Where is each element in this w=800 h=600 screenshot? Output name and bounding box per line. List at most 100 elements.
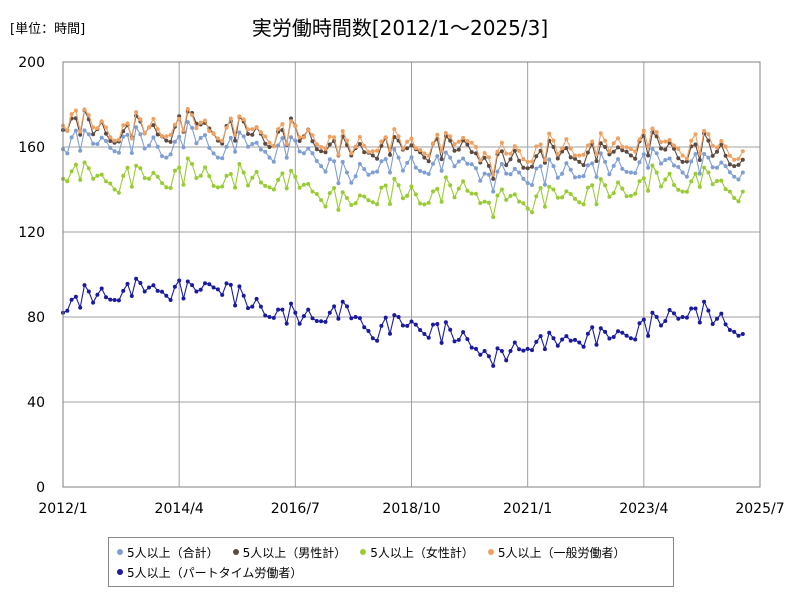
data-point: [370, 200, 375, 205]
data-point: [409, 184, 414, 189]
data-point: [379, 139, 384, 144]
data-point: [564, 334, 569, 339]
data-point: [719, 311, 724, 316]
data-point: [581, 344, 586, 349]
data-point: [332, 304, 337, 309]
data-point: [168, 152, 173, 157]
data-point: [633, 149, 638, 154]
data-point: [289, 119, 293, 124]
data-point: [727, 170, 732, 175]
data-point: [564, 137, 569, 142]
data-point: [650, 163, 655, 168]
data-point: [525, 206, 530, 211]
data-point: [663, 158, 668, 162]
data-point: [474, 191, 478, 196]
data-point: [267, 155, 272, 160]
data-point: [353, 174, 358, 179]
data-point: [160, 289, 164, 294]
data-point: [491, 215, 496, 220]
data-point: [641, 152, 646, 157]
data-point: [431, 141, 435, 146]
data-point: [590, 161, 595, 166]
data-point: [740, 149, 745, 154]
data-point: [654, 315, 659, 319]
data-point: [616, 157, 620, 162]
data-point: [719, 139, 724, 143]
data-point: [263, 183, 268, 188]
data-point: [603, 159, 608, 164]
data-point: [215, 185, 220, 190]
data-point: [469, 162, 474, 167]
data-point: [319, 164, 324, 169]
data-point: [121, 173, 126, 178]
data-point: [276, 127, 281, 132]
data-point: [624, 194, 629, 199]
data-point: [439, 157, 444, 162]
data-point: [306, 128, 311, 132]
data-point: [147, 143, 151, 148]
x-tick-label: 2014/4: [155, 501, 204, 517]
data-point: [448, 327, 453, 332]
data-point: [530, 210, 534, 215]
data-point: [400, 323, 405, 328]
data-point: [86, 289, 91, 294]
data-point: [78, 132, 83, 137]
data-point: [116, 150, 121, 155]
data-point: [684, 159, 689, 164]
data-point: [104, 139, 108, 143]
data-point: [336, 316, 341, 321]
data-point: [577, 340, 582, 345]
data-point: [684, 156, 689, 161]
data-point: [598, 326, 603, 331]
data-point: [353, 315, 358, 319]
data-point: [654, 170, 659, 175]
data-point: [628, 336, 633, 341]
data-point: [547, 184, 552, 189]
data-point: [215, 136, 220, 141]
data-point: [323, 204, 328, 209]
data-point: [525, 166, 530, 171]
data-point: [672, 183, 676, 187]
data-point: [689, 179, 694, 184]
data-point: [164, 293, 169, 298]
data-point: [667, 171, 672, 176]
data-point: [237, 130, 242, 135]
data-point: [521, 176, 526, 181]
data-point: [345, 170, 349, 175]
data-point: [310, 316, 315, 321]
data-point: [426, 159, 431, 164]
legend-label: 5人以上（女性計）: [370, 545, 474, 560]
legend-row: 5人以上（パートタイム労働者）: [117, 562, 665, 582]
data-point: [357, 135, 362, 139]
data-point: [732, 196, 737, 200]
data-point: [237, 162, 242, 166]
data-point: [194, 141, 199, 146]
data-point: [594, 175, 599, 179]
data-point: [112, 298, 117, 302]
data-point: [680, 189, 685, 194]
data-point: [82, 283, 87, 288]
data-point: [405, 160, 410, 165]
data-point: [684, 315, 689, 320]
data-point: [422, 151, 427, 156]
data-point: [568, 192, 573, 196]
data-point: [319, 145, 324, 149]
data-point: [319, 149, 324, 154]
data-point: [121, 123, 126, 128]
data-point: [297, 185, 302, 190]
data-point: [147, 176, 151, 181]
data-point: [134, 276, 139, 281]
data-point: [478, 158, 483, 163]
data-point: [534, 339, 539, 344]
data-point: [340, 299, 345, 304]
data-point: [650, 126, 655, 131]
data-point: [65, 179, 70, 184]
data-point: [349, 203, 354, 207]
data-point: [405, 139, 410, 144]
data-point: [706, 308, 711, 313]
data-point: [551, 336, 556, 341]
data-point: [732, 157, 737, 162]
data-point: [581, 163, 586, 168]
data-point: [633, 156, 638, 161]
x-tick-label: 2016/7: [271, 501, 320, 517]
